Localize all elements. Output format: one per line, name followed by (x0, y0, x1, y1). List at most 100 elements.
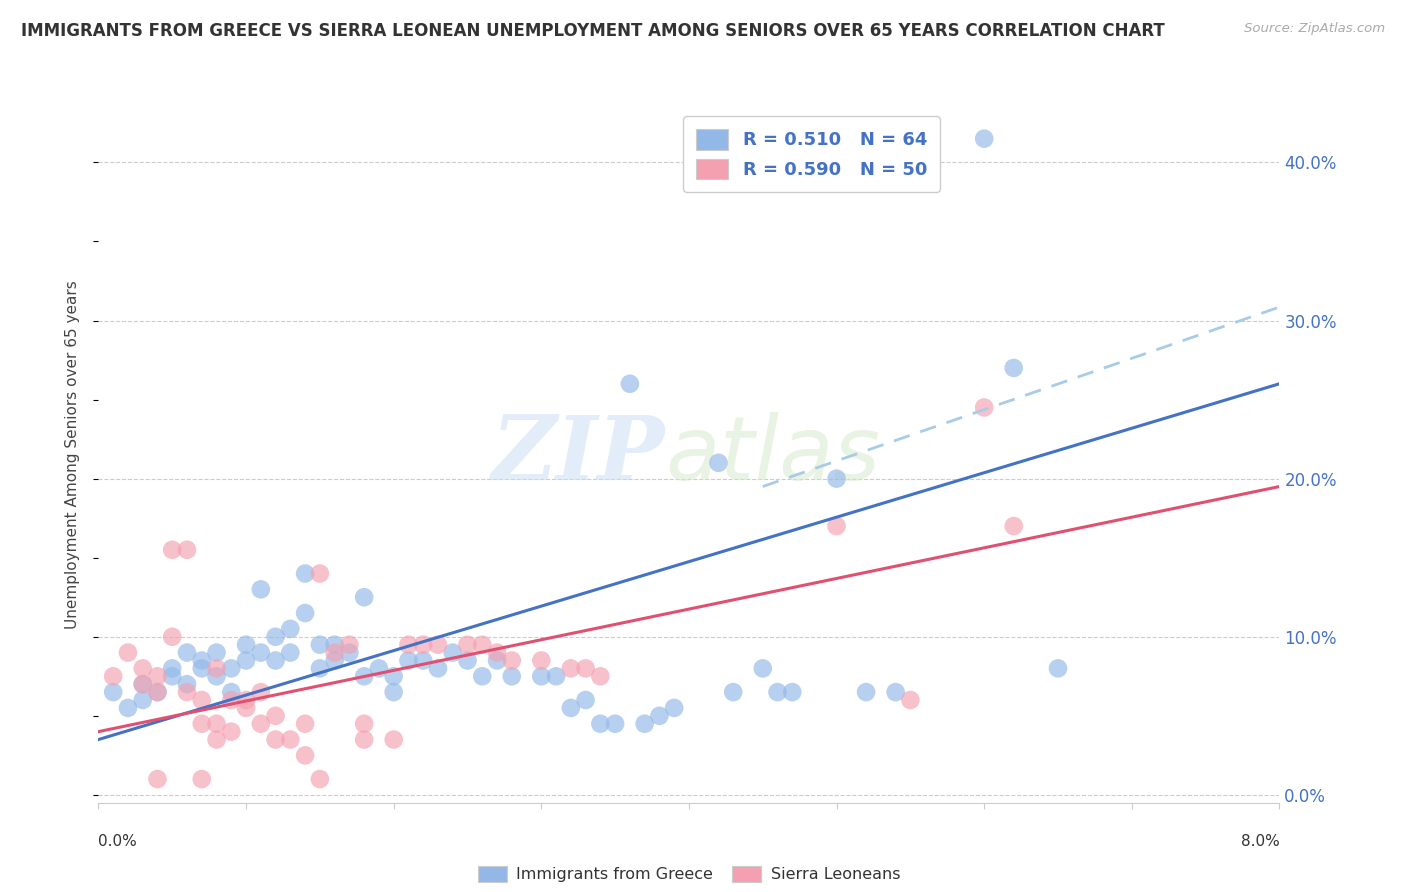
Text: 0.0%: 0.0% (98, 834, 138, 849)
Point (456, 638, 478, 652)
Point (560, 701, 582, 715)
Point (560, 661, 582, 675)
Point (235, 701, 257, 715)
Point (456, 653, 478, 667)
Point (219, 685, 242, 699)
Point (855, 685, 877, 699)
Point (707, 456, 730, 470)
Point (250, 582, 273, 597)
Point (250, 646, 273, 660)
Legend: Immigrants from Greece, Sierra Leoneans: Immigrants from Greece, Sierra Leoneans (471, 859, 907, 888)
Point (235, 653, 257, 667)
Point (648, 708, 671, 723)
Text: Source: ZipAtlas.com: Source: ZipAtlas.com (1244, 22, 1385, 36)
Point (396, 653, 419, 667)
Point (264, 732, 287, 747)
Point (103, 669, 125, 683)
Point (501, 669, 523, 683)
Point (441, 646, 464, 660)
Point (426, 638, 449, 652)
Point (205, 732, 228, 747)
Point (574, 693, 596, 707)
Point (235, 693, 257, 707)
Point (619, 376, 641, 391)
Point (132, 693, 155, 707)
Point (337, 638, 360, 652)
Point (235, 638, 257, 652)
Text: atlas: atlas (665, 412, 880, 498)
Point (353, 732, 375, 747)
Point (205, 646, 228, 660)
Point (471, 638, 494, 652)
Point (191, 661, 214, 675)
Point (382, 732, 405, 747)
Point (382, 685, 405, 699)
Point (308, 638, 332, 652)
Point (294, 716, 316, 731)
Point (219, 693, 242, 707)
Point (323, 653, 346, 667)
Point (219, 724, 242, 739)
Point (530, 653, 553, 667)
Point (117, 646, 139, 660)
Point (146, 772, 169, 786)
Point (546, 669, 568, 683)
Point (162, 669, 183, 683)
Point (884, 685, 907, 699)
Point (664, 701, 686, 715)
Point (382, 669, 405, 683)
Point (471, 669, 494, 683)
Point (250, 716, 273, 731)
Point (264, 653, 287, 667)
Point (1002, 360, 1025, 375)
Point (294, 606, 316, 620)
Point (485, 653, 508, 667)
Point (501, 653, 523, 667)
Text: ZIP: ZIP (492, 412, 665, 498)
Point (426, 661, 449, 675)
Point (205, 669, 228, 683)
Point (973, 401, 995, 415)
Point (294, 566, 316, 581)
Point (353, 591, 375, 605)
Point (103, 685, 125, 699)
Point (751, 661, 773, 675)
Point (117, 701, 139, 715)
Point (323, 638, 346, 652)
Point (589, 669, 612, 683)
Point (191, 653, 214, 667)
Point (337, 646, 360, 660)
Point (1002, 519, 1025, 533)
Point (162, 630, 183, 644)
Text: IMMIGRANTS FROM GREECE VS SIERRA LEONEAN UNEMPLOYMENT AMONG SENIORS OVER 65 YEAR: IMMIGRANTS FROM GREECE VS SIERRA LEONEAN… (21, 22, 1164, 40)
Point (530, 669, 553, 683)
Point (367, 661, 389, 675)
Point (219, 661, 242, 675)
Point (278, 646, 302, 660)
Point (132, 661, 155, 675)
Point (264, 630, 287, 644)
Point (264, 708, 287, 723)
Point (205, 716, 228, 731)
Text: 8.0%: 8.0% (1240, 834, 1279, 849)
Point (308, 661, 332, 675)
Point (176, 646, 198, 660)
Point (1046, 661, 1069, 675)
Point (589, 716, 612, 731)
Point (721, 685, 744, 699)
Point (132, 677, 155, 691)
Point (308, 566, 332, 581)
Point (825, 519, 848, 533)
Point (353, 716, 375, 731)
Point (146, 685, 169, 699)
Point (191, 693, 214, 707)
Point (250, 685, 273, 699)
Point (146, 669, 169, 683)
Point (766, 685, 789, 699)
Point (162, 661, 183, 675)
Point (412, 653, 434, 667)
Point (176, 542, 198, 557)
Point (205, 661, 228, 675)
Point (162, 542, 183, 557)
Point (353, 669, 375, 683)
